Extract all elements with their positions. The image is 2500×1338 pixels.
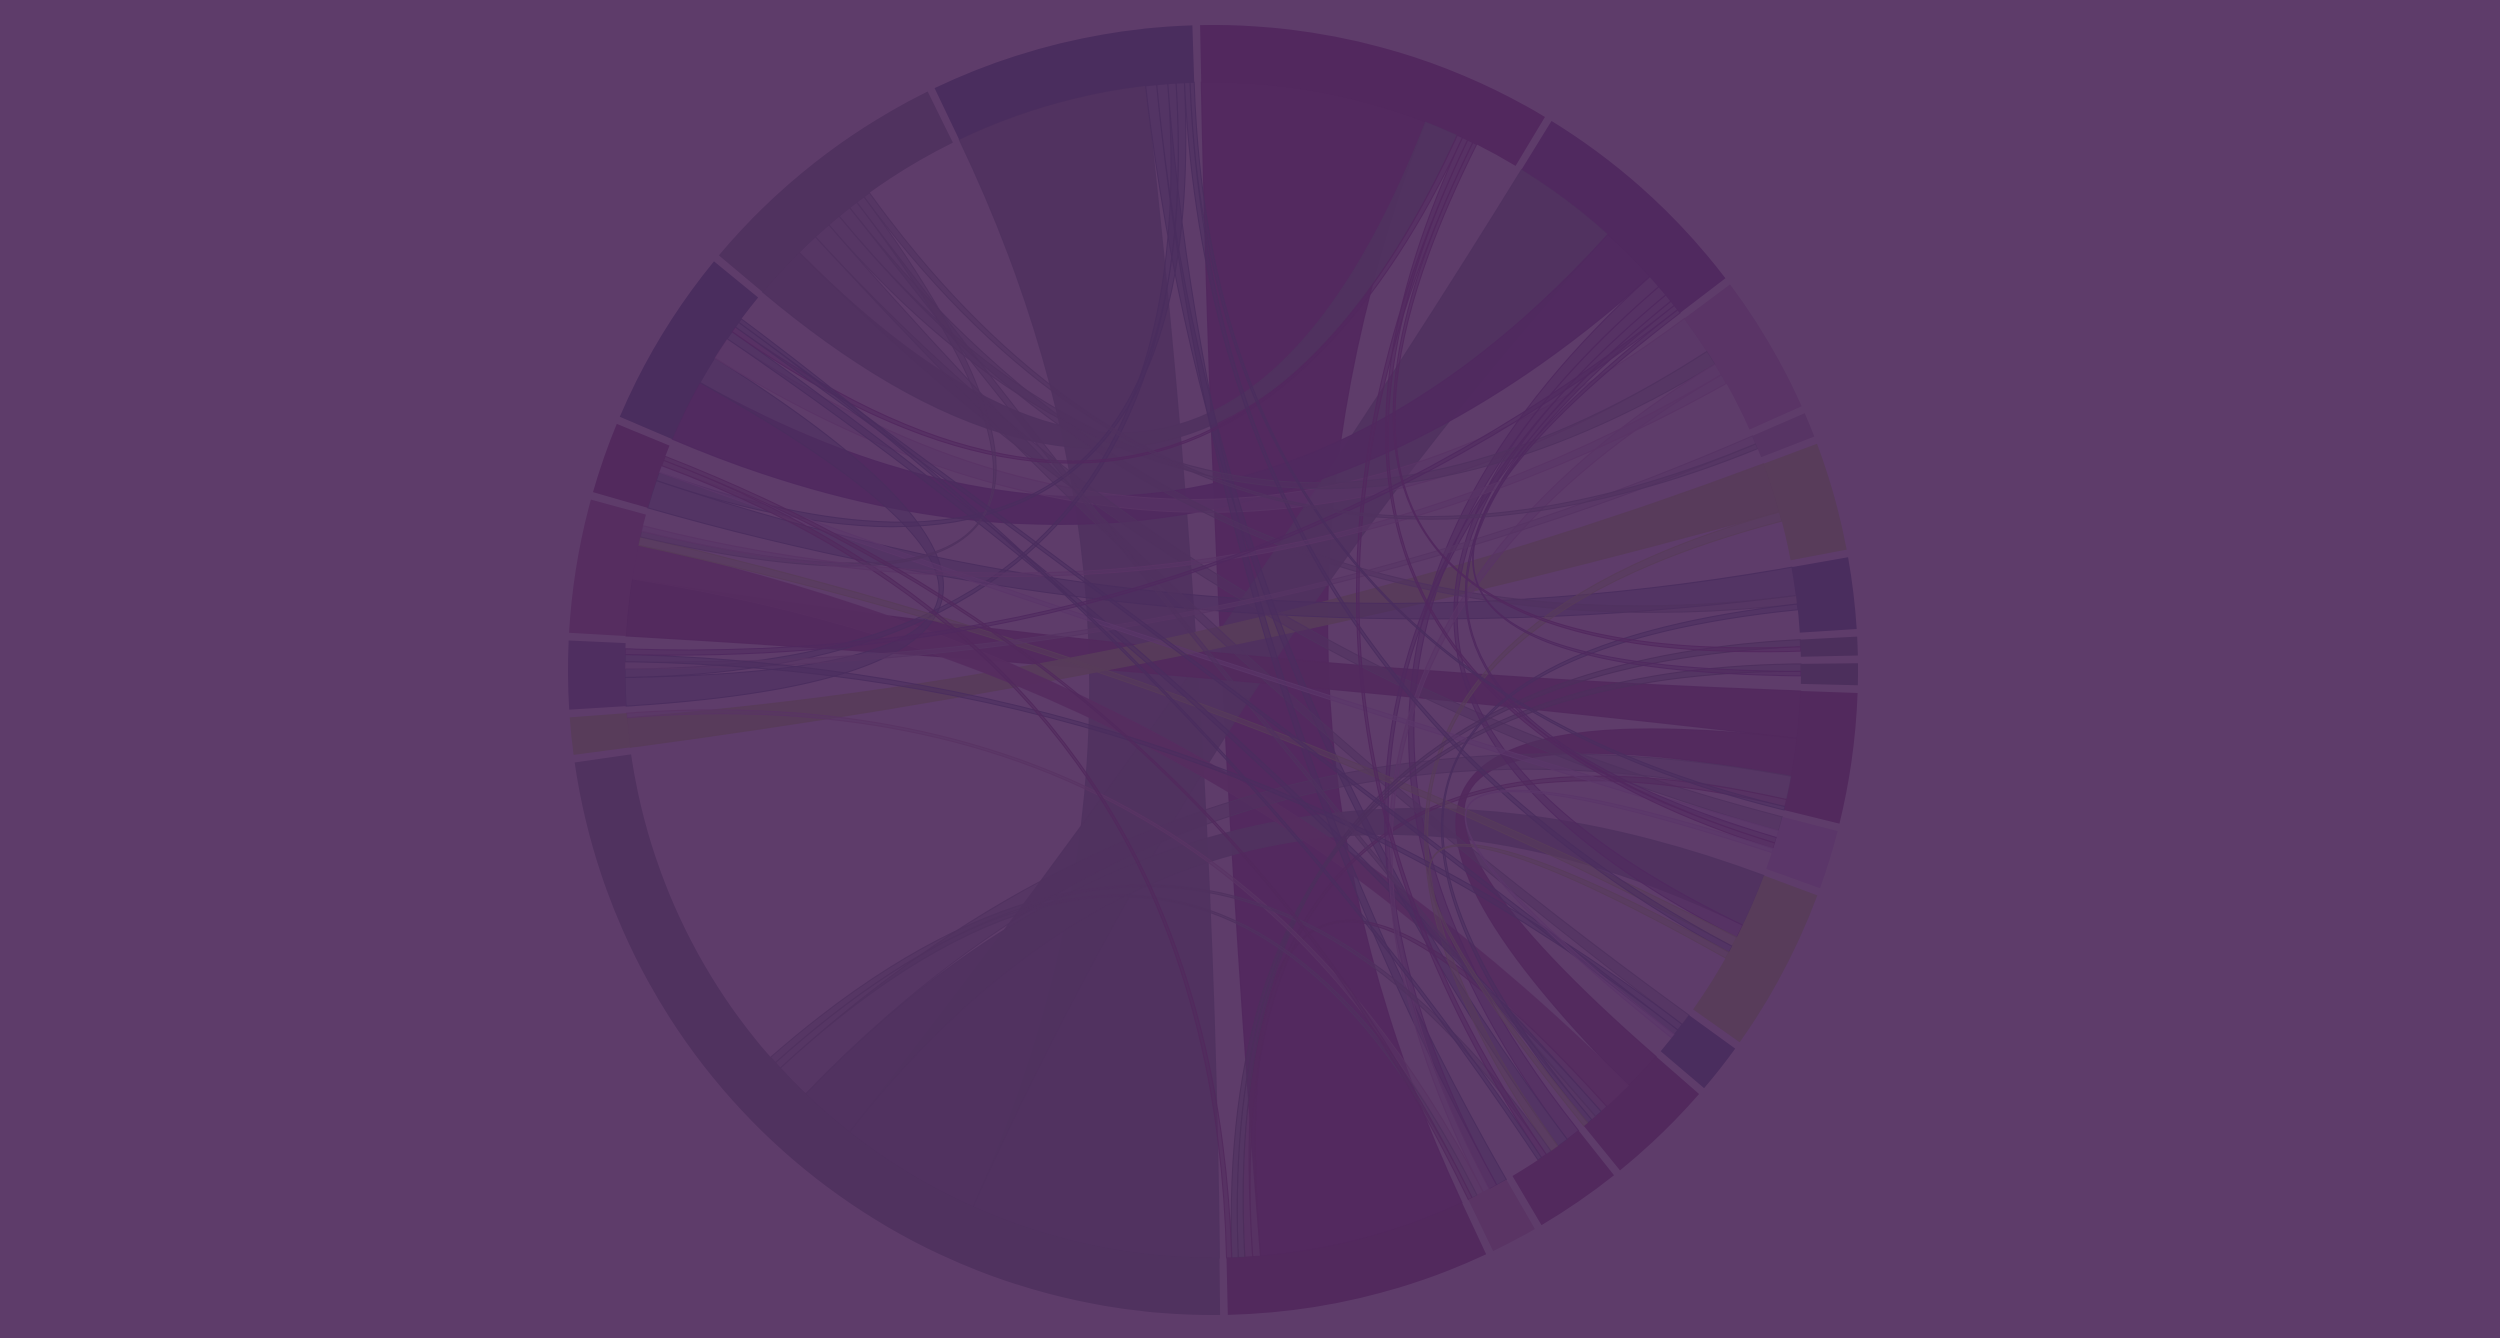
group-arc-g14 <box>1468 1179 1535 1251</box>
chord-ribbon-g9-g11 <box>1464 789 1774 1039</box>
chord-ribbon-g22-g5 <box>838 206 1798 613</box>
group-arc-g22 <box>718 91 953 293</box>
group-arc-g16 <box>574 754 1221 1315</box>
group-arc-g9 <box>1766 816 1838 889</box>
group-arc-g20 <box>593 423 670 508</box>
chord-ribbon-g10-g12 <box>1428 844 1730 1127</box>
chord-ribbon-g19-g12 <box>631 544 1630 1108</box>
group-arcs-layer <box>568 25 1858 1315</box>
group-arc-g17 <box>569 713 631 755</box>
group-arc-g19 <box>569 499 646 637</box>
group-arc-g7 <box>1800 663 1858 686</box>
chord-ribbon-g15-g8 <box>1242 775 1788 1258</box>
group-arc-g15 <box>1226 1202 1487 1315</box>
group-arc-g11 <box>1660 1015 1736 1089</box>
chord-ribbon-g4-g13 <box>1424 511 1783 1152</box>
chord-ribbon-g0-g13 <box>1355 139 1547 1159</box>
group-arc-g23 <box>934 25 1195 140</box>
group-arc-g12 <box>1584 1056 1700 1171</box>
group-arc-g10 <box>1693 875 1818 1043</box>
chord-ribbon-g5-g12 <box>1441 603 1799 1124</box>
group-arc-g8 <box>1784 690 1858 824</box>
group-arc-g1 <box>1521 120 1726 313</box>
chord-ribbon-g0-g9 <box>1385 136 1776 850</box>
group-arc-g0 <box>1200 25 1545 166</box>
chord-ribbon-g1-g7 <box>1472 308 1802 677</box>
group-arc-g6 <box>1800 636 1858 657</box>
group-arc-g5 <box>1791 557 1857 633</box>
group-arc-g21 <box>619 261 759 440</box>
chord-ribbon-g21-g13 <box>738 318 1543 1161</box>
ribbons-layer <box>624 81 1802 1259</box>
group-arc-g13 <box>1512 1130 1614 1226</box>
chord-ribbon-g23-g8 <box>1189 81 1786 811</box>
group-arc-g3 <box>1752 413 1815 458</box>
group-arc-g4 <box>1763 443 1847 561</box>
group-arc-g18 <box>568 640 627 710</box>
group-arc-g2 <box>1684 284 1802 430</box>
